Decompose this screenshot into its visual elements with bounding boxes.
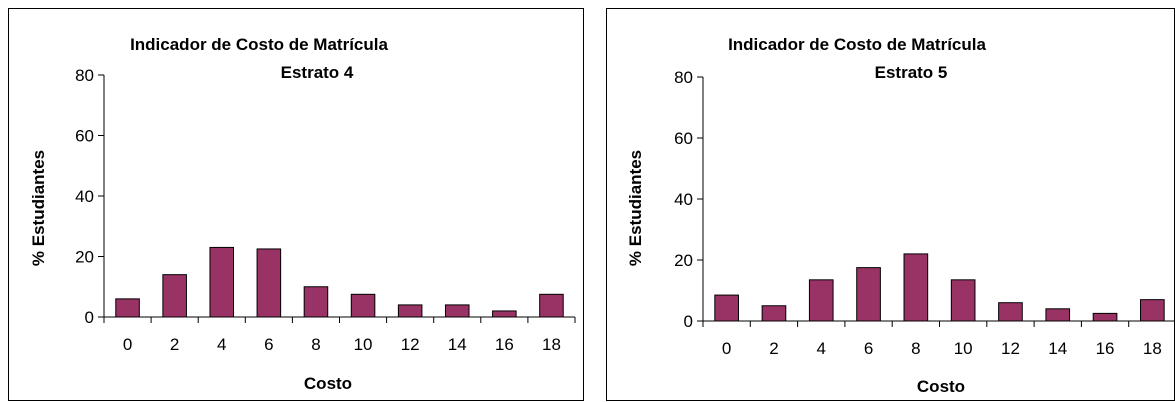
bar-costo-18	[1140, 299, 1165, 322]
x-tick-label: 12	[1001, 339, 1020, 358]
chart-panel-estrato-4: Indicador de Costo de Matrícula Estrato …	[8, 8, 584, 401]
bar-costo-18	[539, 293, 564, 318]
x-tick-label: 0	[123, 335, 132, 354]
bar-costo-12	[998, 302, 1023, 322]
chart-panel-estrato-5: Indicador de Costo de Matrícula Estrato …	[606, 8, 1175, 401]
x-tick-label: 4	[217, 335, 226, 354]
x-tick-label: 6	[264, 335, 273, 354]
bar-costo-16	[1092, 312, 1118, 322]
x-tick-label: 2	[170, 335, 179, 354]
x-tick-label: 10	[354, 335, 373, 354]
bar-costo-8	[303, 286, 329, 318]
bar-costo-0	[714, 294, 739, 322]
chart-subtitle: Estrato 4	[281, 63, 354, 82]
x-tick-label: 18	[1143, 339, 1162, 358]
x-tick-label: 10	[954, 339, 973, 358]
plot-area: 0 20 40 60 80 0 2 4 6 8 10 12 14 16 18	[674, 68, 1175, 358]
bar-costo-12	[397, 304, 423, 318]
chart-title: Indicador de Costo de Matrícula	[130, 35, 388, 54]
bar-chart-estrato-4: Indicador de Costo de Matrícula Estrato …	[29, 35, 576, 393]
y-tick-label: 80	[75, 66, 94, 85]
y-tick-label: 80	[674, 68, 693, 87]
y-tick-label: 40	[674, 190, 693, 209]
bar-costo-14	[1045, 308, 1071, 322]
bar-chart-estrato-5: Indicador de Costo de Matrícula Estrato …	[626, 35, 1175, 396]
x-axis-title: Costo	[304, 374, 352, 393]
x-tick-label: 16	[1096, 339, 1115, 358]
x-tick-label: 2	[769, 339, 778, 358]
x-axis-title: Costo	[917, 377, 965, 396]
x-tick-label: 12	[401, 335, 420, 354]
bar-costo-6	[256, 248, 282, 318]
x-tick-label: 16	[495, 335, 514, 354]
x-tick-label: 6	[864, 339, 873, 358]
y-tick-label: 60	[75, 127, 94, 146]
x-tick-label: 8	[911, 339, 920, 358]
plot-area: 0 20 40 60 80 0 2 4 6 8 10 12 14 16 18	[75, 66, 576, 354]
y-tick-label: 20	[75, 248, 94, 267]
x-tick-label: 14	[448, 335, 467, 354]
y-axis-title: % Estudiantes	[29, 150, 48, 266]
y-tick-label: 60	[674, 129, 693, 148]
bar-costo-2	[761, 305, 787, 322]
y-tick-label: 0	[684, 312, 693, 331]
y-tick-label: 0	[85, 308, 94, 327]
bar-costo-14	[444, 304, 470, 318]
y-tick-label: 20	[674, 251, 693, 270]
x-tick-label: 4	[817, 339, 826, 358]
bar-costo-16	[492, 310, 517, 318]
chart-title: Indicador de Costo de Matrícula	[728, 35, 986, 54]
bar-costo-4	[808, 279, 834, 322]
bar-costo-10	[350, 293, 376, 318]
x-tick-label: 18	[542, 335, 561, 354]
chart-subtitle: Estrato 5	[875, 63, 948, 82]
y-axis-title: % Estudiantes	[626, 150, 645, 266]
x-tick-label: 8	[311, 335, 320, 354]
bar-costo-6	[856, 267, 881, 322]
bar-costo-4	[209, 246, 235, 318]
bar-costo-2	[162, 274, 187, 318]
bar-costo-10	[950, 279, 976, 322]
bar-costo-0	[115, 298, 140, 318]
bar-costo-8	[903, 253, 929, 322]
x-tick-label: 14	[1048, 339, 1067, 358]
y-tick-label: 40	[75, 187, 94, 206]
x-tick-label: 0	[722, 339, 731, 358]
